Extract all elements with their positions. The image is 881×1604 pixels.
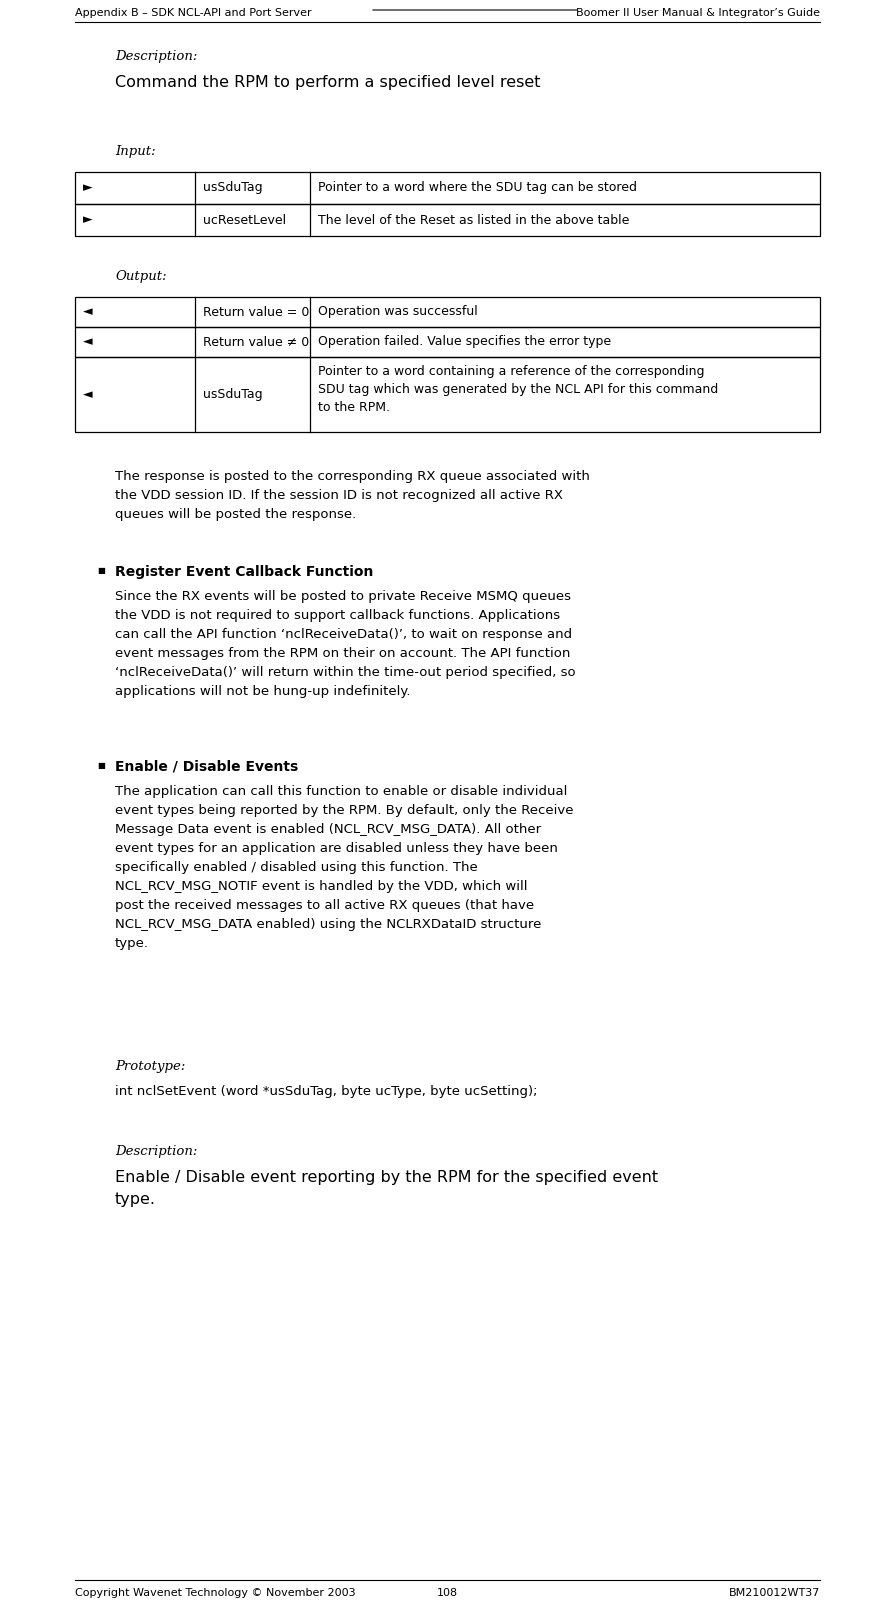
Text: ◄: ◄ [83,388,93,401]
Text: Register Event Callback Function: Register Event Callback Function [115,565,374,579]
Text: Pointer to a word containing a reference of the corresponding
SDU tag which was : Pointer to a word containing a reference… [318,366,718,414]
Text: Operation was successful: Operation was successful [318,305,478,319]
Text: Return value = 0: Return value = 0 [203,305,309,319]
Text: 108: 108 [437,1588,458,1598]
Text: Boomer II User Manual & Integrator’s Guide: Boomer II User Manual & Integrator’s Gui… [576,8,820,18]
Text: usSduTag: usSduTag [203,388,263,401]
Text: Since the RX events will be posted to private Receive MSMQ queues
the VDD is not: Since the RX events will be posted to pr… [115,590,575,698]
Text: ►: ► [83,213,93,226]
Text: ■: ■ [97,566,105,574]
Text: ◄: ◄ [83,305,93,319]
Text: Appendix B – SDK NCL-API and Port Server: Appendix B – SDK NCL-API and Port Server [75,8,312,18]
Text: Output:: Output: [115,269,167,282]
Text: ■: ■ [97,760,105,770]
Text: ucResetLevel: ucResetLevel [203,213,286,226]
Bar [75,327,820,358]
Text: The application can call this function to enable or disable individual
event typ: The application can call this function t… [115,784,574,950]
Bar [75,297,820,327]
Text: ◄: ◄ [83,335,93,348]
Text: Return value ≠ 0: Return value ≠ 0 [203,335,309,348]
Text: The response is posted to the corresponding RX queue associated with
the VDD ses: The response is posted to the correspond… [115,470,590,521]
Text: Copyright Wavenet Technology © November 2003: Copyright Wavenet Technology © November … [75,1588,356,1598]
Bar [75,172,820,204]
Text: Pointer to a word where the SDU tag can be stored: Pointer to a word where the SDU tag can … [318,181,637,194]
Text: Description:: Description: [115,1145,197,1158]
Bar [75,358,820,431]
Bar [75,204,820,236]
Text: Input:: Input: [115,144,156,159]
Text: Prototype:: Prototype: [115,1060,185,1073]
Text: The level of the Reset as listed in the above table: The level of the Reset as listed in the … [318,213,629,226]
Text: Operation failed. Value specifies the error type: Operation failed. Value specifies the er… [318,335,611,348]
Text: int nclSetEvent (word *usSduTag, byte ucType, byte ucSetting);: int nclSetEvent (word *usSduTag, byte uc… [115,1084,537,1099]
Text: Enable / Disable event reporting by the RPM for the specified event
type.: Enable / Disable event reporting by the … [115,1169,658,1208]
Text: usSduTag: usSduTag [203,181,263,194]
Text: ►: ► [83,181,93,194]
Text: BM210012WT37: BM210012WT37 [729,1588,820,1598]
Text: Description:: Description: [115,50,197,63]
Text: Command the RPM to perform a specified level reset: Command the RPM to perform a specified l… [115,75,541,90]
Text: Enable / Disable Events: Enable / Disable Events [115,760,299,775]
